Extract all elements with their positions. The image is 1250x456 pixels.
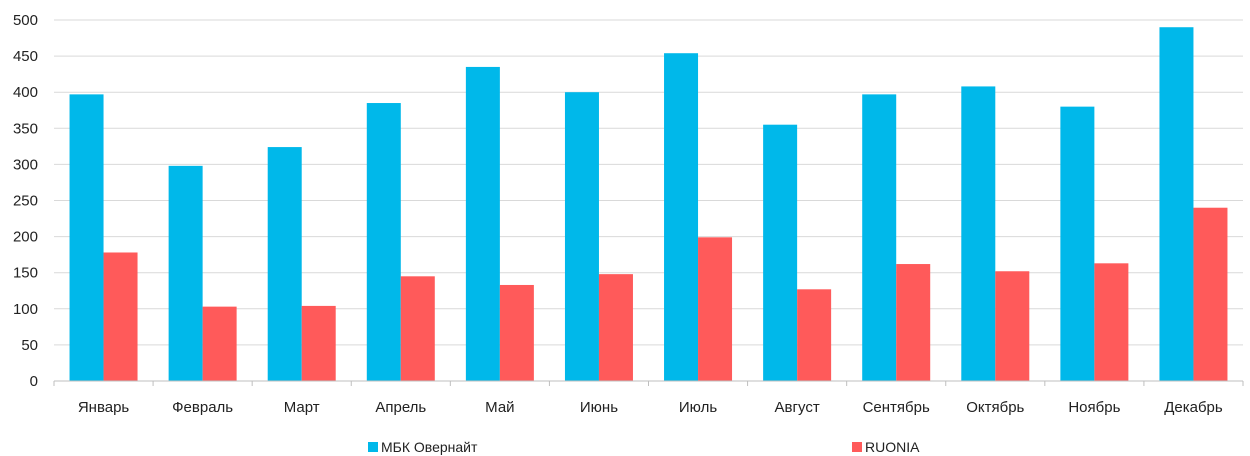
bar-ruonia <box>698 237 733 381</box>
bar-ruonia <box>995 271 1030 381</box>
y-tick-label: 100 <box>13 301 38 318</box>
y-axis-ticks: 0 50 100 150 200 250 300 350 400 450 500 <box>13 12 38 390</box>
y-tick-label: 300 <box>13 156 38 173</box>
bar-mbk-overnight <box>168 165 203 381</box>
bar-mbk-overnight <box>961 86 996 381</box>
legend-label: МБК Овернайт <box>381 439 478 455</box>
bar-ruonia <box>1094 263 1129 381</box>
bar-ruonia <box>598 274 633 381</box>
legend-label: RUONIA <box>865 439 920 455</box>
y-tick-label: 250 <box>13 193 38 210</box>
x-tick-label: Февраль <box>172 399 233 416</box>
x-tick-label: Сентябрь <box>863 399 930 416</box>
bar-ruonia <box>797 289 832 381</box>
y-tick-label: 0 <box>30 373 38 390</box>
legend-swatch <box>368 442 378 452</box>
legend: МБК Овернайт RUONIA <box>368 439 920 455</box>
y-tick-label: 450 <box>13 48 38 65</box>
x-tick-label: Декабрь <box>1164 399 1223 416</box>
bar-mbk-overnight <box>1060 106 1095 381</box>
x-axis: Январь Февраль Март Апрель Май Июнь Июль Август… <box>53 380 1244 416</box>
bar-mbk-overnight <box>366 103 401 381</box>
x-tick-label: Ноябрь <box>1068 399 1120 416</box>
bar-ruonia <box>103 252 138 381</box>
bar-ruonia <box>301 305 336 381</box>
bar-mbk-overnight <box>763 124 798 381</box>
y-tick-label: 200 <box>13 229 38 246</box>
x-tick-label: Август <box>775 399 820 416</box>
bar-ruonia <box>400 276 435 381</box>
bar-mbk-overnight <box>465 66 500 382</box>
bar-ruonia <box>499 284 534 381</box>
legend-swatch <box>852 442 862 452</box>
x-tick-label: Март <box>284 399 320 416</box>
bar-mbk-overnight <box>69 94 104 381</box>
y-tick-label: 150 <box>13 265 38 282</box>
bar-mbk-overnight <box>564 92 599 381</box>
x-tick-label: Июнь <box>580 399 618 416</box>
y-tick-label: 350 <box>13 120 38 137</box>
y-tick-label: 500 <box>13 12 38 29</box>
bar-ruonia <box>202 306 237 381</box>
x-tick-label: Май <box>485 399 514 416</box>
x-tick-label: Апрель <box>375 399 426 416</box>
bar-mbk-overnight <box>1159 27 1194 381</box>
bar-mbk-overnight <box>862 94 897 381</box>
x-tick-label: Июль <box>679 399 717 416</box>
bar-ruonia <box>896 264 931 381</box>
y-tick-label: 400 <box>13 84 38 101</box>
bar-mbk-overnight <box>267 147 302 381</box>
grid-lines <box>54 19 1243 346</box>
bars <box>69 27 1228 382</box>
bar-mbk-overnight <box>664 53 699 381</box>
x-tick-label: Октябрь <box>966 399 1024 416</box>
y-tick-label: 50 <box>21 337 38 354</box>
bar-ruonia <box>1193 207 1228 381</box>
x-tick-label: Январь <box>78 399 130 416</box>
